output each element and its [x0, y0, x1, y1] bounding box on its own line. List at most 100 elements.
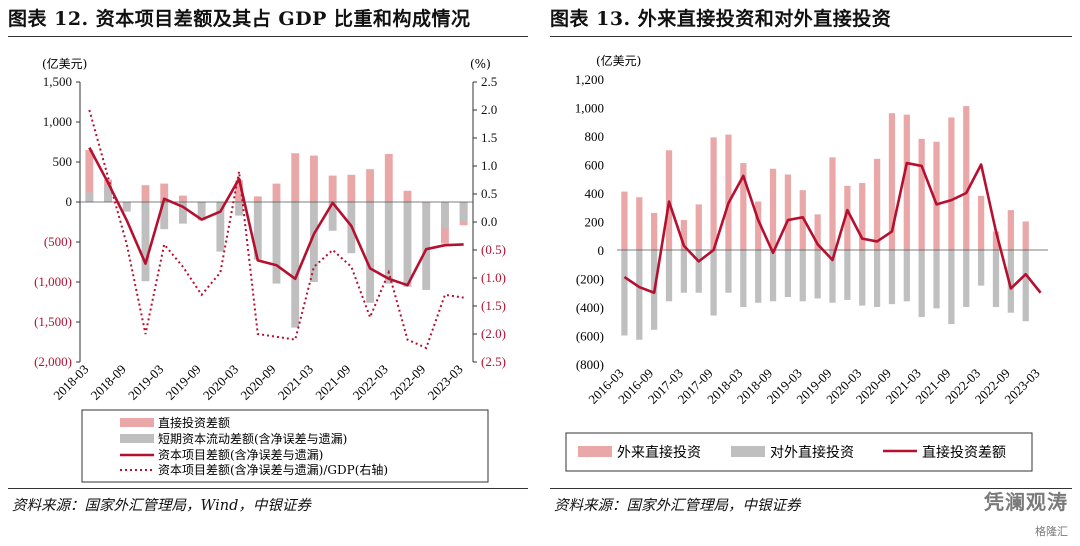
short-term-flow-bar — [272, 202, 281, 284]
right-y-tick-label: 0.0 — [481, 214, 497, 229]
right-y-tick-label: (1.0) — [481, 270, 506, 285]
short-term-flow-bar — [403, 202, 412, 287]
x-tick-label: 2022-03 — [350, 362, 391, 403]
outward-fdi-bar — [844, 250, 851, 300]
inward-fdi-bar — [977, 195, 985, 250]
inward-fdi-bar — [844, 185, 851, 250]
right-y-tick-label: (2.5) — [481, 354, 506, 369]
right-y-tick-label: 2.5 — [481, 74, 497, 89]
left-source-note: 资料来源：国家外汇管理局，Wind，中银证券 — [12, 498, 311, 514]
left-title-rule — [8, 36, 528, 37]
x-tick-label: 2020-09 — [237, 362, 278, 403]
legend-swatch-outward — [731, 446, 765, 457]
outward-fdi-bar — [740, 250, 747, 307]
outward-fdi-bar — [903, 250, 910, 302]
legend-label-outward: 对外直接投资 — [770, 444, 854, 461]
outward-fdi-bar — [725, 250, 732, 293]
x-tick-label: 2023-03 — [425, 362, 466, 403]
legend-label-capital: 资本项目差额(含净误差与遗漏) — [158, 447, 323, 462]
short-term-flow-bar — [422, 202, 431, 290]
inward-fdi-bar — [636, 197, 643, 250]
inward-fdi-bar — [859, 183, 866, 250]
legend-label-inward: 外来直接投资 — [617, 444, 701, 461]
x-tick-label: 2018-09 — [88, 362, 129, 403]
outward-fdi-bar — [933, 250, 940, 309]
outward-fdi-bar — [636, 250, 643, 340]
outward-fdi-bar — [621, 250, 628, 336]
direct-investment-bar — [272, 183, 281, 202]
outward-fdi-bar — [888, 250, 896, 305]
short-term-flow-bar — [291, 202, 300, 328]
short-term-flow-bar — [216, 202, 225, 252]
inward-fdi-bar — [799, 190, 806, 250]
watermark: 凭澜观涛 格隆汇 — [984, 486, 1068, 539]
right-source-note: 资料来源：国家外汇管理局，中银证券 — [554, 498, 801, 514]
short-term-flow-bar — [328, 202, 337, 231]
watermark-brand: 格隆汇 — [1035, 525, 1068, 538]
outward-fdi-bar — [799, 250, 806, 302]
direct-investment-bar — [309, 155, 318, 202]
direct-investment-bar — [347, 174, 356, 202]
capital-gdp-ratio-line — [88, 109, 464, 350]
left-legend-box — [81, 409, 489, 483]
inward-fdi-bar — [680, 220, 688, 250]
left-chart-title: 图表 12. 资本项目差额及其占 GDP 比重和构成情况 — [8, 8, 471, 30]
outward-fdi-bar — [814, 250, 821, 299]
inward-fdi-bar — [1007, 210, 1014, 250]
inward-fdi-bar — [963, 106, 970, 250]
left-axis-unit: (亿美元) — [42, 56, 87, 71]
inward-fdi-bar — [695, 204, 702, 250]
inward-fdi-bar — [814, 214, 821, 250]
x-tick-label: 2021-03 — [275, 362, 316, 403]
short-term-flow-bar — [235, 202, 244, 216]
right-title-rule — [550, 36, 1072, 37]
right-y-tick-label: 1.5 — [481, 130, 497, 145]
inward-fdi-bar — [755, 201, 762, 250]
direct-investment-bar — [141, 185, 150, 202]
direct-investment-bar — [253, 196, 262, 202]
inward-fdi-bar — [651, 212, 658, 250]
outward-fdi-bar — [769, 250, 777, 302]
short-term-flow-bar — [178, 202, 187, 224]
x-tick-label: 2022-09 — [387, 362, 428, 403]
outward-fdi-bar — [1022, 250, 1029, 322]
inward-fdi-bar — [933, 141, 940, 250]
left-y-tick-label: 500 — [53, 154, 73, 169]
right-y-tick-label: 2.0 — [481, 102, 497, 117]
right-legend-box — [565, 432, 1033, 472]
short-term-flow-bar — [253, 202, 262, 260]
direct-investment-bar — [291, 153, 300, 202]
short-term-flow-bar — [384, 202, 393, 284]
legend-label-direct: 直接投资差额 — [158, 415, 230, 430]
outward-fdi-bar — [963, 250, 970, 307]
outward-fdi-bar — [1007, 250, 1014, 313]
left-y-tick-label: (500) — [44, 234, 72, 249]
inward-fdi-bar — [873, 158, 881, 250]
inward-fdi-bar — [621, 191, 628, 250]
legend-swatch-inward — [578, 446, 612, 457]
x-tick-label: 2019-03 — [125, 362, 166, 403]
legend-label-ratio: 资本项目差额(含净误差与遗漏)/GDP(右轴) — [158, 462, 388, 477]
outward-fdi-bar — [829, 250, 836, 303]
inward-fdi-bar — [769, 168, 777, 250]
inward-fdi-bar — [918, 138, 925, 250]
legend-label-net: 直接投资差额 — [922, 444, 1006, 461]
right-y-tick-label: (2.0) — [481, 326, 506, 341]
net-direct-investment-line — [623, 161, 1042, 295]
y-tick-label: (400) — [576, 300, 604, 315]
legend-swatch-short — [120, 434, 154, 443]
legend-label-short: 短期资本流动差额(含净误差与遗漏) — [158, 431, 347, 446]
y-tick-label: 200 — [585, 215, 605, 230]
inward-fdi-bar — [710, 137, 717, 250]
short-term-flow-bar — [141, 202, 150, 282]
outward-fdi-bar — [859, 250, 866, 306]
direct-investment-bar — [160, 183, 169, 202]
direct-investment-bar — [328, 175, 337, 202]
y-tick-label: 400 — [585, 186, 605, 201]
x-tick-label: 2020-03 — [200, 362, 241, 403]
outward-fdi-bar — [710, 250, 717, 316]
left-source-rule — [8, 488, 528, 489]
short-term-flow-bar — [459, 202, 468, 222]
inward-fdi-bar — [725, 134, 732, 250]
